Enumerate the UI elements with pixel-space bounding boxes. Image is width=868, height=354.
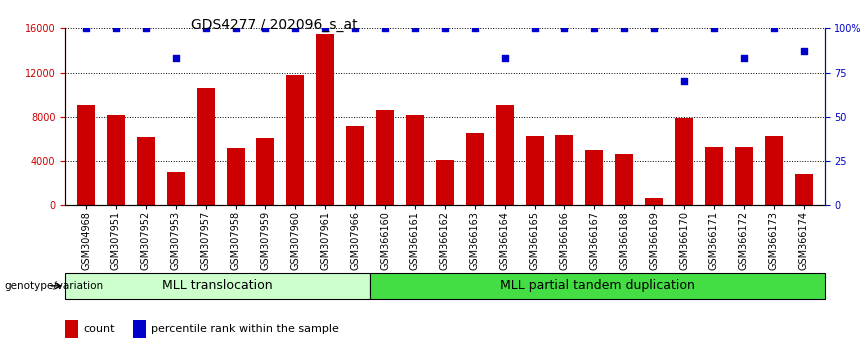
Bar (795, 175, 812, 205)
Point (588, 25, 602, 31)
Bar (496, 105, 514, 205)
Point (797, 48, 811, 54)
Bar (406, 115, 424, 205)
Point (348, 25, 362, 31)
Bar (65, 320, 78, 338)
Bar (370, 273, 825, 299)
Text: MLL translocation: MLL translocation (162, 279, 273, 292)
Point (528, 25, 542, 31)
Bar (526, 136, 543, 205)
Bar (227, 148, 245, 205)
Bar (615, 154, 634, 205)
Bar (107, 115, 125, 205)
Bar (346, 126, 364, 205)
Point (288, 25, 302, 31)
Point (378, 25, 392, 31)
Text: count: count (83, 324, 115, 334)
Bar (286, 75, 305, 205)
Bar (436, 160, 454, 205)
Point (677, 79, 691, 84)
Point (617, 25, 631, 31)
Point (109, 25, 123, 31)
Bar (167, 172, 185, 205)
Bar (645, 198, 663, 205)
Text: MLL partial tandem duplication: MLL partial tandem duplication (500, 279, 694, 292)
Point (199, 25, 213, 31)
Text: percentile rank within the sample: percentile rank within the sample (151, 324, 339, 334)
Bar (675, 118, 693, 205)
Bar (585, 150, 603, 205)
Bar (376, 110, 394, 205)
Bar (137, 137, 155, 205)
Bar (556, 135, 574, 205)
Bar (466, 133, 483, 205)
Point (139, 25, 153, 31)
Bar (705, 147, 723, 205)
Point (468, 25, 482, 31)
Bar (77, 105, 95, 205)
Point (168, 56, 182, 61)
Point (79, 25, 93, 31)
Point (737, 56, 751, 61)
Bar (133, 320, 146, 338)
Point (557, 25, 571, 31)
Point (437, 25, 451, 31)
Bar (735, 147, 753, 205)
Point (648, 25, 661, 31)
Point (497, 56, 511, 61)
Bar (256, 138, 274, 205)
Point (766, 25, 780, 31)
Point (408, 25, 422, 31)
Point (228, 25, 242, 31)
Bar (197, 88, 214, 205)
Text: GDS4277 / 202096_s_at: GDS4277 / 202096_s_at (191, 18, 358, 32)
Bar (765, 136, 783, 205)
Bar (316, 34, 334, 205)
Bar (65, 273, 370, 299)
Point (259, 25, 273, 31)
Text: genotype/variation: genotype/variation (4, 281, 103, 291)
Point (707, 25, 721, 31)
Point (319, 25, 332, 31)
